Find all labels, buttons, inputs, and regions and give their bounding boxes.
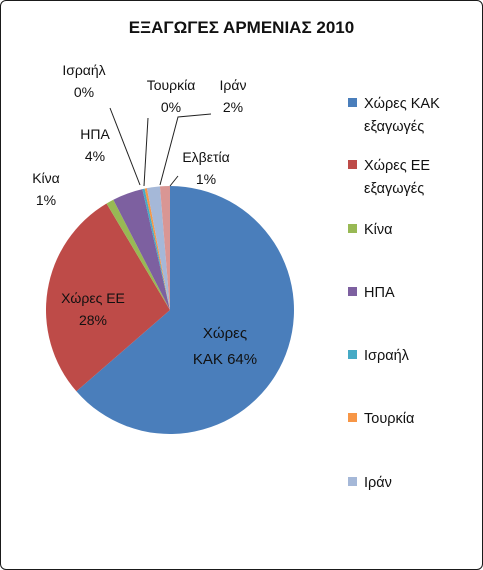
legend-label-4: ΗΠΑ: [364, 285, 395, 301]
leader-line-8: [169, 175, 179, 187]
legend-label-6: Τουρκία: [364, 411, 414, 427]
pie-slice-7: [146, 186, 170, 310]
data-label-5: Ισραήλ 0%: [62, 62, 105, 100]
legend-swatch-2: [348, 160, 357, 169]
legend-swatch-4: [348, 287, 357, 296]
legend-swatch-1: [348, 98, 357, 107]
legend-swatch-7: [348, 477, 357, 486]
legend-swatch-5: [348, 350, 357, 359]
chart-title: ΕΞΑΓΩΓΕΣ ΑΡΜΕΝΙΑΣ 2010: [128, 18, 355, 37]
legend-swatch-3: [348, 224, 357, 233]
legend-swatch-6: [348, 413, 357, 422]
legend-label-7: Ιράν: [364, 475, 392, 491]
leader-line-5: [109, 107, 141, 186]
pie-slice-3: [106, 199, 170, 310]
legend-label-5: Ισραήλ: [364, 348, 410, 364]
legend-label-3: Κίνα: [364, 222, 393, 238]
data-label-3: Κίνα 1%: [32, 170, 60, 208]
pie-slice-5: [142, 188, 170, 310]
leader-line-6: [143, 117, 149, 187]
legend-label-1: Χώρες ΚΑΚ εξαγωγές: [364, 96, 440, 135]
pie-slice-4: [113, 189, 170, 310]
data-label-7: Ιράν 2%: [220, 77, 247, 115]
pie-slice-2: [45, 203, 171, 392]
leader-line-7: [159, 113, 212, 186]
data-label-2: Χώρες ΕΕ 28%: [61, 290, 125, 328]
pie-slice-1: [76, 186, 294, 434]
pie-slice-6: [144, 188, 170, 310]
data-label-4: ΗΠΑ 4%: [80, 126, 110, 164]
legend-label-2: Χώρες ΕΕ εξαγωγές: [364, 158, 430, 197]
data-label-1: Χώρες ΚΑΚ 64%: [193, 325, 257, 368]
data-label-6: Τουρκία 0%: [147, 77, 196, 115]
data-label-8: Ελβετία 1%: [182, 149, 229, 187]
pie-slice-8: [159, 186, 170, 310]
